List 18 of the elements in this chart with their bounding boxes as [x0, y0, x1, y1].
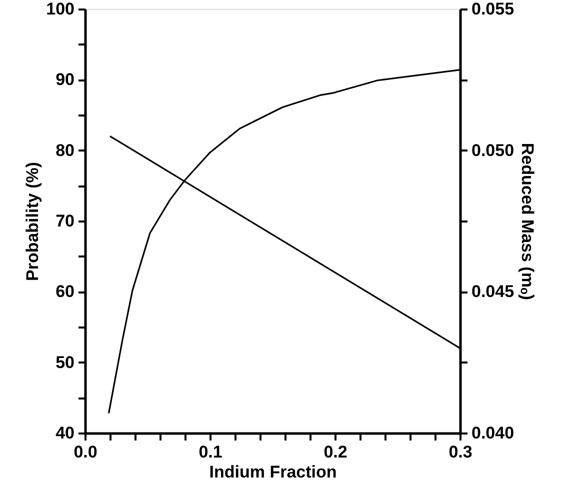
- y2-tick-label: 0.050: [472, 140, 514, 160]
- y-axis-title: Probability (%): [23, 162, 42, 282]
- y-tick-label: 70: [56, 212, 74, 230]
- x-tick-label: 0.3: [448, 442, 472, 462]
- x-tick-label: 0.0: [74, 442, 98, 462]
- y-tick-label: 60: [56, 282, 74, 302]
- x-axis-title: Indium Fraction: [209, 462, 337, 482]
- y2-tick-label: 0.045: [472, 282, 514, 302]
- x-tick-label: 0.2: [324, 442, 348, 462]
- y-tick-label: 100: [46, 0, 74, 18]
- y-tick-label: 40: [56, 424, 74, 442]
- y2-tick-label: 0.055: [472, 0, 514, 18]
- y2-axis-title: Reduced Mass (mₒ): [518, 142, 538, 300]
- y-tick-label: 80: [56, 140, 74, 160]
- x-tick-label: 0.1: [198, 442, 222, 462]
- y-tick-label: 50: [56, 352, 74, 372]
- y-tick-label: 90: [56, 70, 74, 90]
- y2-tick-label: 0.040: [472, 424, 514, 442]
